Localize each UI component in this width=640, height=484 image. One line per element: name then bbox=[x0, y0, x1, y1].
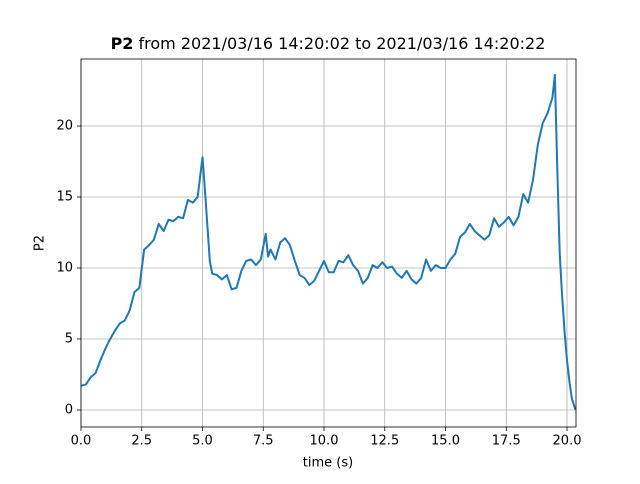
x-tick-label: 7.5 bbox=[253, 434, 274, 449]
y-tick-label: 5 bbox=[65, 331, 73, 346]
x-axis-label: time (s) bbox=[303, 456, 353, 471]
x-tick-label: 15.0 bbox=[431, 434, 460, 449]
x-tick-label: 12.5 bbox=[370, 434, 399, 449]
x-tick-label: 10.0 bbox=[310, 434, 339, 449]
data-line bbox=[80, 73, 577, 411]
title-rest: from 2021/03/16 14:20:02 to 2021/03/16 1… bbox=[139, 34, 546, 53]
x-tick-label: 0.0 bbox=[71, 434, 92, 449]
y-tick-label: 15 bbox=[56, 190, 73, 205]
x-tick-label: 2.5 bbox=[131, 434, 152, 449]
x-tick-label: 5.0 bbox=[192, 434, 213, 449]
title-bold: P2 bbox=[111, 34, 134, 53]
plot-frame bbox=[80, 58, 577, 428]
x-tick-label: 17.5 bbox=[492, 434, 521, 449]
x-tick-label: 20.0 bbox=[553, 434, 582, 449]
y-tick-label: 10 bbox=[56, 260, 73, 275]
y-axis-label: P2 bbox=[33, 235, 48, 251]
y-tick-label: 20 bbox=[56, 119, 73, 134]
chart-title: P2 from 2021/03/16 14:20:02 to 2021/03/1… bbox=[111, 34, 546, 53]
y-tick-label: 0 bbox=[65, 402, 73, 417]
